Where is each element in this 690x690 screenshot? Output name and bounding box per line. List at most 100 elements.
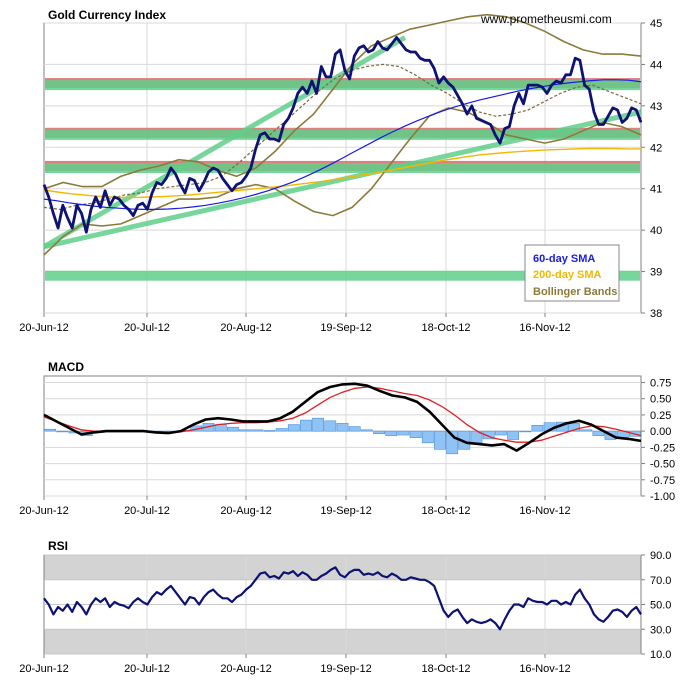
macd-histogram-bar	[397, 430, 410, 436]
macd-histogram-bar	[519, 430, 532, 433]
site-watermark: www.prometheusmi.com	[480, 12, 612, 26]
macd-histogram-bar	[348, 426, 361, 432]
macd-histogram-bar	[44, 428, 56, 432]
macd-histogram-bar	[312, 417, 324, 432]
macd-histogram-bar	[568, 423, 580, 432]
macd-chart-title: MACD	[48, 360, 84, 374]
y-tick-label: 0.25	[650, 410, 671, 422]
macd-panel: 0.75 0.50 0.25 0.00 -0.25 -0.50 -0.75 -1.00 20-…	[19, 360, 675, 517]
macd-series-lines	[43, 382, 642, 452]
y-tick-label: 0.00	[650, 426, 671, 438]
y-tick-label: -1.00	[650, 491, 675, 503]
macd-histogram-bar	[251, 429, 264, 432]
price-x-axis-ticks: 20-Jun-12 20-Jul-12 20-Aug-12 19-Sep-12 18-O…	[19, 313, 571, 334]
macd-histogram-bar	[373, 430, 385, 435]
x-tick-label: 20-Aug-12	[220, 505, 271, 517]
macd-histogram-bar	[494, 430, 507, 436]
y-tick-label: 42	[650, 142, 662, 154]
macd-plot-area	[43, 375, 642, 497]
price-legend: 60-day SMA 200-day SMA Bollinger Bands	[524, 244, 620, 302]
macd-histogram	[44, 417, 641, 455]
y-tick-label: 45	[650, 18, 662, 30]
price-series-lines	[42, 13, 643, 256]
y-tick-label: 90.0	[650, 550, 671, 562]
macd-histogram-bar	[507, 430, 519, 440]
x-tick-label: 20-Jun-12	[19, 505, 69, 517]
support-band	[45, 129, 640, 140]
x-tick-label: 16-Nov-12	[519, 663, 570, 675]
rsi-line	[43, 566, 642, 631]
y-tick-label: 44	[650, 59, 662, 71]
y-tick-label: -0.25	[650, 442, 675, 454]
trendline-2	[43, 109, 642, 250]
sma20-dashed-line	[43, 63, 642, 211]
legend-sma60: 60-day SMA	[533, 253, 595, 265]
x-tick-label: 20-Aug-12	[220, 322, 271, 334]
x-tick-label: 18-Oct-12	[422, 505, 471, 517]
x-tick-label: 19-Sep-12	[320, 663, 371, 675]
x-tick-label: 18-Oct-12	[422, 663, 471, 675]
sma200-line	[43, 147, 641, 199]
macd-histogram-bar	[421, 430, 434, 444]
macd-histogram-bar	[324, 420, 337, 432]
macd-histogram-bar	[300, 419, 312, 432]
bollinger-lower-line	[43, 107, 642, 256]
macd-histogram-bar	[227, 426, 239, 432]
y-tick-label: 39	[650, 267, 662, 279]
x-tick-label: 16-Nov-12	[519, 505, 570, 517]
y-tick-label: -0.75	[650, 475, 675, 487]
macd-x-axis-ticks: 20-Jun-12 20-Jul-12 20-Aug-12 19-Sep-12 18-O…	[19, 496, 571, 517]
y-tick-label: 30.0	[650, 624, 671, 636]
macd-histogram-bar	[434, 430, 446, 450]
x-tick-label: 20-Aug-12	[220, 663, 271, 675]
macd-histogram-bar	[214, 424, 227, 432]
price-y-axis-ticks: 38 39 40 41 42 43 44 45	[641, 18, 662, 320]
y-tick-label: 70.0	[650, 575, 671, 587]
y-tick-label: 50.0	[650, 600, 671, 612]
rsi-series-lines	[43, 566, 642, 631]
macd-histogram-bar	[287, 424, 300, 432]
y-tick-label: 40	[650, 225, 662, 237]
rsi-shaded-band	[44, 629, 641, 654]
macd-histogram-bar	[385, 430, 398, 436]
macd-histogram-bar	[263, 430, 276, 432]
x-tick-label: 20-Jul-12	[124, 322, 170, 334]
macd-histogram-bar	[239, 429, 251, 432]
macd-y-axis-ticks: 0.75 0.50 0.25 0.00 -0.25 -0.50 -0.75 -1.00	[641, 377, 675, 503]
rsi-panel: 90.070.050.030.010.0 20-Jun-12 20-Jul-12 2…	[19, 539, 671, 675]
y-tick-label: 43	[650, 101, 662, 113]
macd-histogram-bar	[336, 423, 349, 432]
macd-histogram-bar	[482, 430, 495, 440]
x-tick-label: 18-Oct-12	[422, 322, 471, 334]
x-tick-label: 20-Jul-12	[124, 663, 170, 675]
macd-histogram-bar	[580, 429, 593, 432]
x-tick-label: 16-Nov-12	[519, 322, 570, 334]
macd-histogram-bar	[275, 428, 288, 432]
x-tick-label: 20-Jul-12	[124, 505, 170, 517]
legend-sma200: 200-day SMA	[533, 269, 602, 281]
support-band	[45, 80, 640, 91]
macd-histogram-bar	[446, 430, 459, 455]
macd-histogram-bar	[56, 430, 69, 433]
y-tick-label: 10.0	[650, 649, 671, 661]
rsi-x-axis-ticks: 20-Jun-12 20-Jul-12 20-Aug-12 19-Sep-12 18-O…	[19, 654, 571, 675]
y-tick-label: 41	[650, 184, 662, 196]
support-band	[45, 270, 640, 281]
legend-box	[524, 244, 620, 302]
price-line	[42, 36, 643, 234]
legend-bollinger: Bollinger Bands	[533, 286, 617, 298]
support-band	[45, 163, 640, 173]
y-tick-label: -0.50	[650, 459, 675, 471]
bollinger-upper-line	[43, 13, 642, 190]
x-tick-label: 20-Jun-12	[19, 663, 69, 675]
macd-line	[43, 382, 642, 452]
rsi-y-axis-ticks: 90.0 70.0 50.0 30.0 10.0	[641, 550, 671, 661]
y-tick-label: 38	[650, 308, 662, 320]
price-panel: 38 39 40 41 42 43 44 45 20-Jun-12 20-Jul-12 20-Au…	[19, 8, 662, 334]
macd-histogram-bar	[592, 430, 605, 436]
macd-histogram-bar	[531, 424, 544, 432]
price-horizontal-bands	[45, 78, 640, 281]
rsi-chart-title: RSI	[48, 539, 68, 553]
macd-histogram-bar	[409, 430, 422, 438]
